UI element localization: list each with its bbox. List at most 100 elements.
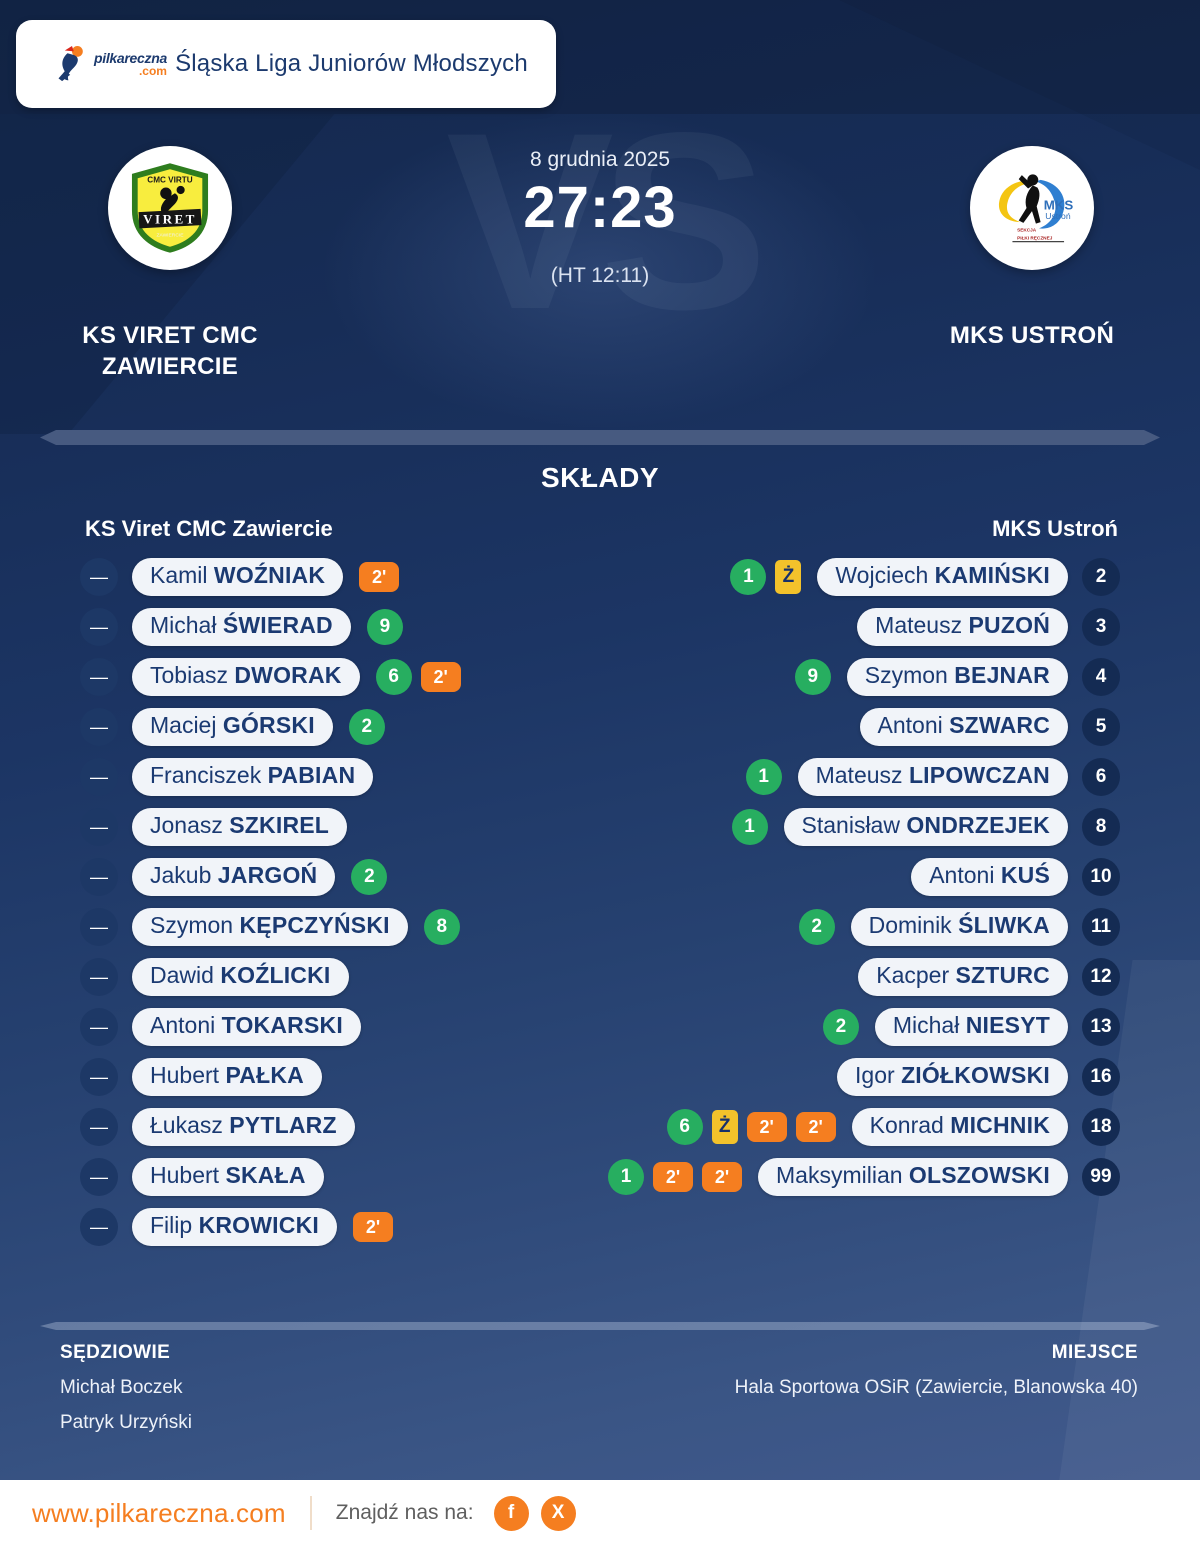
- svg-text:SEKCJA: SEKCJA: [1017, 227, 1037, 232]
- venue-name: Hala Sportowa OSiR (Zawiercie, Blanowska…: [734, 1377, 1138, 1398]
- player-name-pill: Jakub JARGOŃ: [132, 858, 336, 896]
- yellow-card-badge: Ż: [775, 560, 802, 594]
- goals-badge: 1: [608, 1159, 644, 1195]
- player-number: —: [80, 1208, 118, 1246]
- player-name-pill: Antoni KUŚ: [911, 858, 1068, 896]
- home-player-row: — Szymon KĘPCZYŃSKI 8: [80, 902, 680, 952]
- home-player-row: — Hubert PAŁKA: [80, 1052, 680, 1102]
- player-name-pill: Stanisław ONDRZEJEK: [783, 808, 1068, 846]
- player-name-pill: Kamil WOŹNIAK: [132, 558, 344, 596]
- player-number: —: [80, 1108, 118, 1146]
- bottom-bar: www.pilkareczna.com Znajdź nas na: f X: [0, 1480, 1200, 1546]
- svg-text:MKS: MKS: [1044, 198, 1074, 213]
- suspension-badge: 2': [653, 1162, 693, 1192]
- player-name-pill: Tobiasz DWORAK: [132, 658, 360, 696]
- away-player-row: Antoni SZWARC 5: [500, 702, 1120, 752]
- referee-name: Michał Boczek: [60, 1377, 183, 1398]
- svg-text:VIRET: VIRET: [143, 212, 197, 227]
- player-name-pill: Maciej GÓRSKI: [132, 708, 333, 746]
- player-badges: 2: [351, 859, 388, 895]
- goals-badge: 9: [366, 609, 403, 645]
- player-number: —: [80, 908, 118, 946]
- section-divider: [40, 430, 1160, 445]
- player-number: 2: [1082, 558, 1120, 596]
- website-link[interactable]: www.pilkareczna.com: [32, 1497, 286, 1528]
- goals-badge: 2: [351, 859, 388, 895]
- svg-text:CMC VIRTU: CMC VIRTU: [147, 176, 192, 185]
- logo-tld: .com: [138, 64, 167, 78]
- player-number: 6: [1082, 758, 1120, 796]
- away-player-row: 1 Mateusz LIPOWCZAN 6: [500, 752, 1120, 802]
- goals-badge: 6: [666, 1109, 703, 1145]
- player-number: 5: [1082, 708, 1120, 746]
- league-title: Śląska Liga Juniorów Młodszych: [175, 50, 528, 77]
- handball-player-icon: [58, 46, 83, 82]
- player-number: —: [80, 608, 118, 646]
- player-badges: 6 2': [375, 659, 461, 695]
- referees-title: SĘDZIOWIE: [60, 1342, 171, 1363]
- facebook-icon[interactable]: f: [493, 1495, 529, 1531]
- svg-text:ZAWIERCIE: ZAWIERCIE: [157, 233, 185, 239]
- pilkareczna-logo[interactable]: pilkareczna .com: [54, 43, 167, 85]
- player-number: —: [80, 958, 118, 996]
- away-player-row: 6 Ż 2' 2' Konrad MICHNIK 18: [500, 1102, 1120, 1152]
- player-number: 13: [1082, 1008, 1120, 1046]
- player-number: 11: [1082, 908, 1120, 946]
- footer-divider: [40, 1322, 1160, 1330]
- away-lineup-header: MKS Ustroń: [992, 516, 1118, 541]
- away-team-name: MKS USTROŃ: [949, 322, 1115, 349]
- player-number: 18: [1082, 1108, 1120, 1146]
- home-player-row: — Antoni TOKARSKI: [80, 1002, 680, 1052]
- player-badges: 2: [822, 1009, 859, 1045]
- lineup-column-headers: KS Viret CMC Zawiercie MKS Ustroń: [85, 516, 1118, 542]
- home-player-row: — Jonasz SZKIREL: [80, 802, 680, 852]
- pilkareczna-wordmark: pilkareczna .com: [94, 50, 167, 78]
- player-badges: 1: [745, 759, 782, 795]
- player-number: —: [80, 858, 118, 896]
- player-name-pill: Antoni SZWARC: [859, 708, 1068, 746]
- viret-crest-icon: CMC VIRTU VIRET ZAWIERCIE: [131, 163, 209, 253]
- player-name-pill: Szymon KĘPCZYŃSKI: [132, 908, 408, 946]
- player-name-pill: Łukasz PYTLARZ: [132, 1108, 355, 1146]
- lineups-title: SKŁADY: [540, 462, 660, 493]
- goals-badge: 9: [794, 659, 831, 695]
- player-name-pill: Michał ŚWIERAD: [132, 608, 351, 646]
- referee-name: Patryk Urzyński: [60, 1412, 192, 1433]
- player-badges: 2: [798, 909, 835, 945]
- suspension-badge: 2': [359, 562, 400, 592]
- player-badges: 8: [423, 909, 460, 945]
- player-name-pill: Szymon BEJNAR: [846, 658, 1068, 696]
- vs-watermark: VS: [445, 81, 768, 362]
- player-name-pill: Mateusz LIPOWCZAN: [797, 758, 1068, 796]
- player-badges: 1 2' 2': [608, 1159, 742, 1195]
- x-icon[interactable]: X: [540, 1495, 576, 1531]
- player-name-pill: Wojciech KAMIŃSKI: [817, 558, 1068, 596]
- player-name-pill: Maksymilian OLSZOWSKI: [758, 1158, 1068, 1196]
- player-name-pill: Konrad MICHNIK: [851, 1108, 1068, 1146]
- goals-badge: 1: [730, 559, 767, 595]
- player-number: —: [80, 758, 118, 796]
- home-lineup-header: KS Viret CMC Zawiercie: [85, 516, 333, 541]
- social-links: f X: [493, 1495, 576, 1531]
- player-number: 4: [1082, 658, 1120, 696]
- away-player-row: Kacper SZTURC 12: [500, 952, 1120, 1002]
- venue-block: MIEJSCE Hala Sportowa OSiR (Zawiercie, B…: [735, 1342, 1138, 1399]
- home-player-row: — Maciej GÓRSKI 2: [80, 702, 680, 752]
- league-header-card: pilkareczna .com Śląska Liga Juniorów Mł…: [16, 20, 556, 108]
- player-number: 12: [1082, 958, 1120, 996]
- player-number: —: [80, 558, 118, 596]
- halftime-score: (HT 12:11): [550, 263, 650, 287]
- away-player-row: Mateusz PUZOŃ 3: [500, 602, 1120, 652]
- player-number: 99: [1082, 1158, 1120, 1196]
- home-player-row: — Jakub JARGOŃ 2: [80, 852, 680, 902]
- svg-text:Ustroń: Ustroń: [1045, 211, 1071, 221]
- home-player-row: — Dawid KOŹLICKI: [80, 952, 680, 1002]
- goals-badge: 6: [375, 659, 412, 695]
- player-number: —: [80, 658, 118, 696]
- away-player-row: 2 Michał NIESYT 13: [500, 1002, 1120, 1052]
- player-name-pill: Filip KROWICKI: [132, 1208, 337, 1246]
- away-team-logo: MKS Ustroń SEKCJA PIŁKI RĘCZNEJ: [970, 146, 1094, 270]
- goals-badge: 2: [822, 1009, 859, 1045]
- away-player-row: 1 Stanisław ONDRZEJEK 8: [500, 802, 1120, 852]
